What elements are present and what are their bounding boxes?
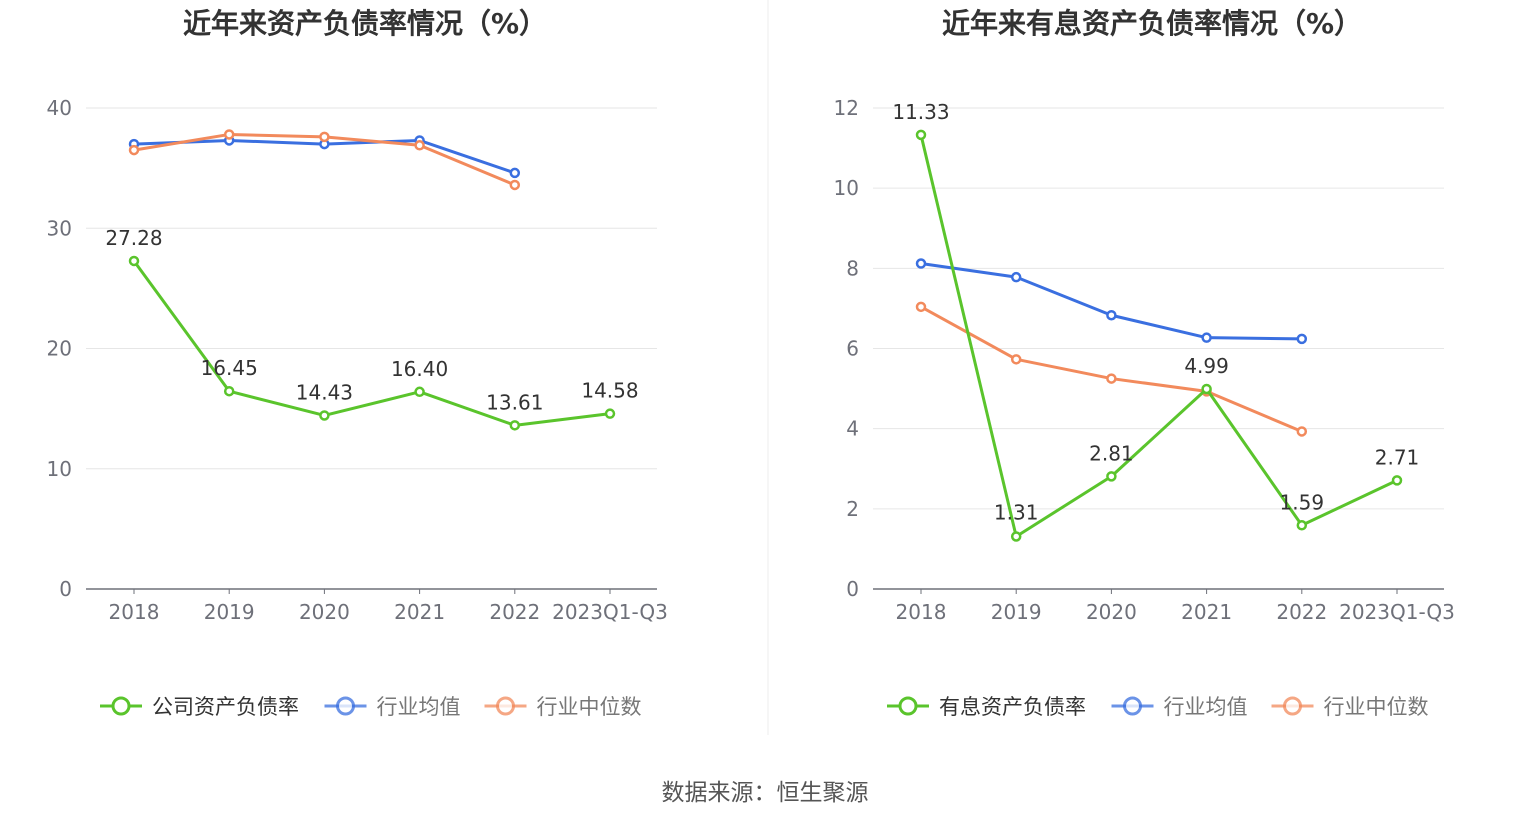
data-point <box>414 140 425 151</box>
y-tick-label: 0 <box>846 577 859 601</box>
legend-swatch-marker <box>898 696 918 716</box>
data-label: 16.45 <box>201 356 258 380</box>
x-tick-label: 2023Q1-Q3 <box>552 600 668 624</box>
data-label: 1.59 <box>1280 490 1325 514</box>
y-tick-label: 40 <box>47 96 72 120</box>
y-tick-label: 12 <box>834 96 859 120</box>
y-tick-label: 4 <box>846 417 859 441</box>
x-tick-label: 2022 <box>1276 600 1327 624</box>
series-line <box>920 262 1302 341</box>
data-point <box>223 129 235 140</box>
x-tick-label: 2022 <box>489 600 540 624</box>
y-tick-label: 10 <box>834 176 859 200</box>
data-label: 14.43 <box>296 380 353 404</box>
data-point <box>1010 354 1022 365</box>
data-point <box>915 258 927 269</box>
data-point <box>1106 373 1117 384</box>
x-tick-label: 2020 <box>1086 600 1137 624</box>
x-tick-label: 2018 <box>109 600 160 624</box>
series-line <box>919 134 1398 538</box>
data-point <box>1296 333 1308 345</box>
debt-ratio-chart: 近年来资产负债率情况（%） 0 10 20 30 40 2018 2019 2020 2021 20… <box>47 7 668 719</box>
data-point <box>509 179 521 191</box>
legend-item-label: 有息资产负债率 <box>939 695 1086 719</box>
legend-item-label: 行业中位数 <box>1324 695 1429 719</box>
y-tick-label: 8 <box>846 256 859 280</box>
x-tick-label: 2021 <box>1181 600 1232 624</box>
data-label: 16.40 <box>391 357 448 381</box>
data-point <box>1010 271 1022 283</box>
x-tick-label: 2019 <box>204 600 255 624</box>
x-tick-label: 2018 <box>896 600 947 624</box>
data-point <box>1106 471 1117 482</box>
x-tick-label: 2021 <box>394 600 445 624</box>
data-point <box>1106 309 1117 321</box>
interest-debt-ratio-chart: 近年来有息资产负债率情况（%） 0 2 4 6 8 10 12 2018 2019 2020 2021… <box>834 7 1455 719</box>
data-point <box>1296 426 1308 437</box>
legend-swatch-marker <box>496 696 515 716</box>
data-label: 14.58 <box>581 379 638 403</box>
data-label: 11.33 <box>892 100 949 124</box>
data-point <box>1391 475 1403 486</box>
data-point <box>1201 383 1212 395</box>
data-point <box>128 144 140 156</box>
data-point <box>604 408 616 419</box>
data-point <box>915 129 927 141</box>
data-point <box>915 301 927 313</box>
data-point <box>1296 520 1308 531</box>
data-point <box>509 167 521 179</box>
data-source-note: 数据来源：恒生聚源 <box>662 780 869 806</box>
x-tick-label: 2019 <box>991 600 1042 624</box>
data-label: 2.71 <box>1375 445 1420 469</box>
data-point <box>509 420 521 431</box>
data-point <box>414 386 425 398</box>
data-point <box>223 385 235 397</box>
data-point <box>128 255 140 267</box>
y-tick-label: 30 <box>47 216 72 240</box>
y-tick-label: 2 <box>846 497 859 521</box>
data-label: 2.81 <box>1089 441 1134 465</box>
data-label: 4.99 <box>1184 354 1229 378</box>
series-line <box>132 260 611 427</box>
series-line <box>920 305 1303 433</box>
legend-swatch-marker <box>336 696 355 716</box>
data-label: 27.28 <box>105 226 162 250</box>
y-tick-label: 6 <box>846 337 859 361</box>
y-tick-label: 0 <box>59 577 72 601</box>
data-point <box>1010 531 1022 542</box>
data-point <box>319 131 330 143</box>
y-tick-label: 10 <box>47 457 72 481</box>
x-tick-label: 2020 <box>299 600 350 624</box>
chart-title: 近年来资产负债率情况（%） <box>183 7 547 40</box>
data-label: 13.61 <box>486 390 543 414</box>
legend-swatch-marker <box>1283 696 1302 716</box>
legend-item-label: 行业均值 <box>377 695 461 719</box>
legend-swatch-marker <box>1123 696 1142 716</box>
data-point <box>319 410 330 421</box>
data-label: 1.31 <box>994 500 1039 524</box>
y-tick-label: 20 <box>47 337 72 361</box>
chart-title: 近年来有息资产负债率情况（%） <box>942 7 1362 40</box>
data-point <box>1201 332 1212 343</box>
legend-item-label: 公司资产负债率 <box>152 695 299 719</box>
legend-item-label: 行业均值 <box>1164 695 1248 719</box>
legend-swatch-marker <box>111 696 131 716</box>
x-tick-label: 2023Q1-Q3 <box>1339 600 1455 624</box>
legend-item-label: 行业中位数 <box>537 695 642 719</box>
